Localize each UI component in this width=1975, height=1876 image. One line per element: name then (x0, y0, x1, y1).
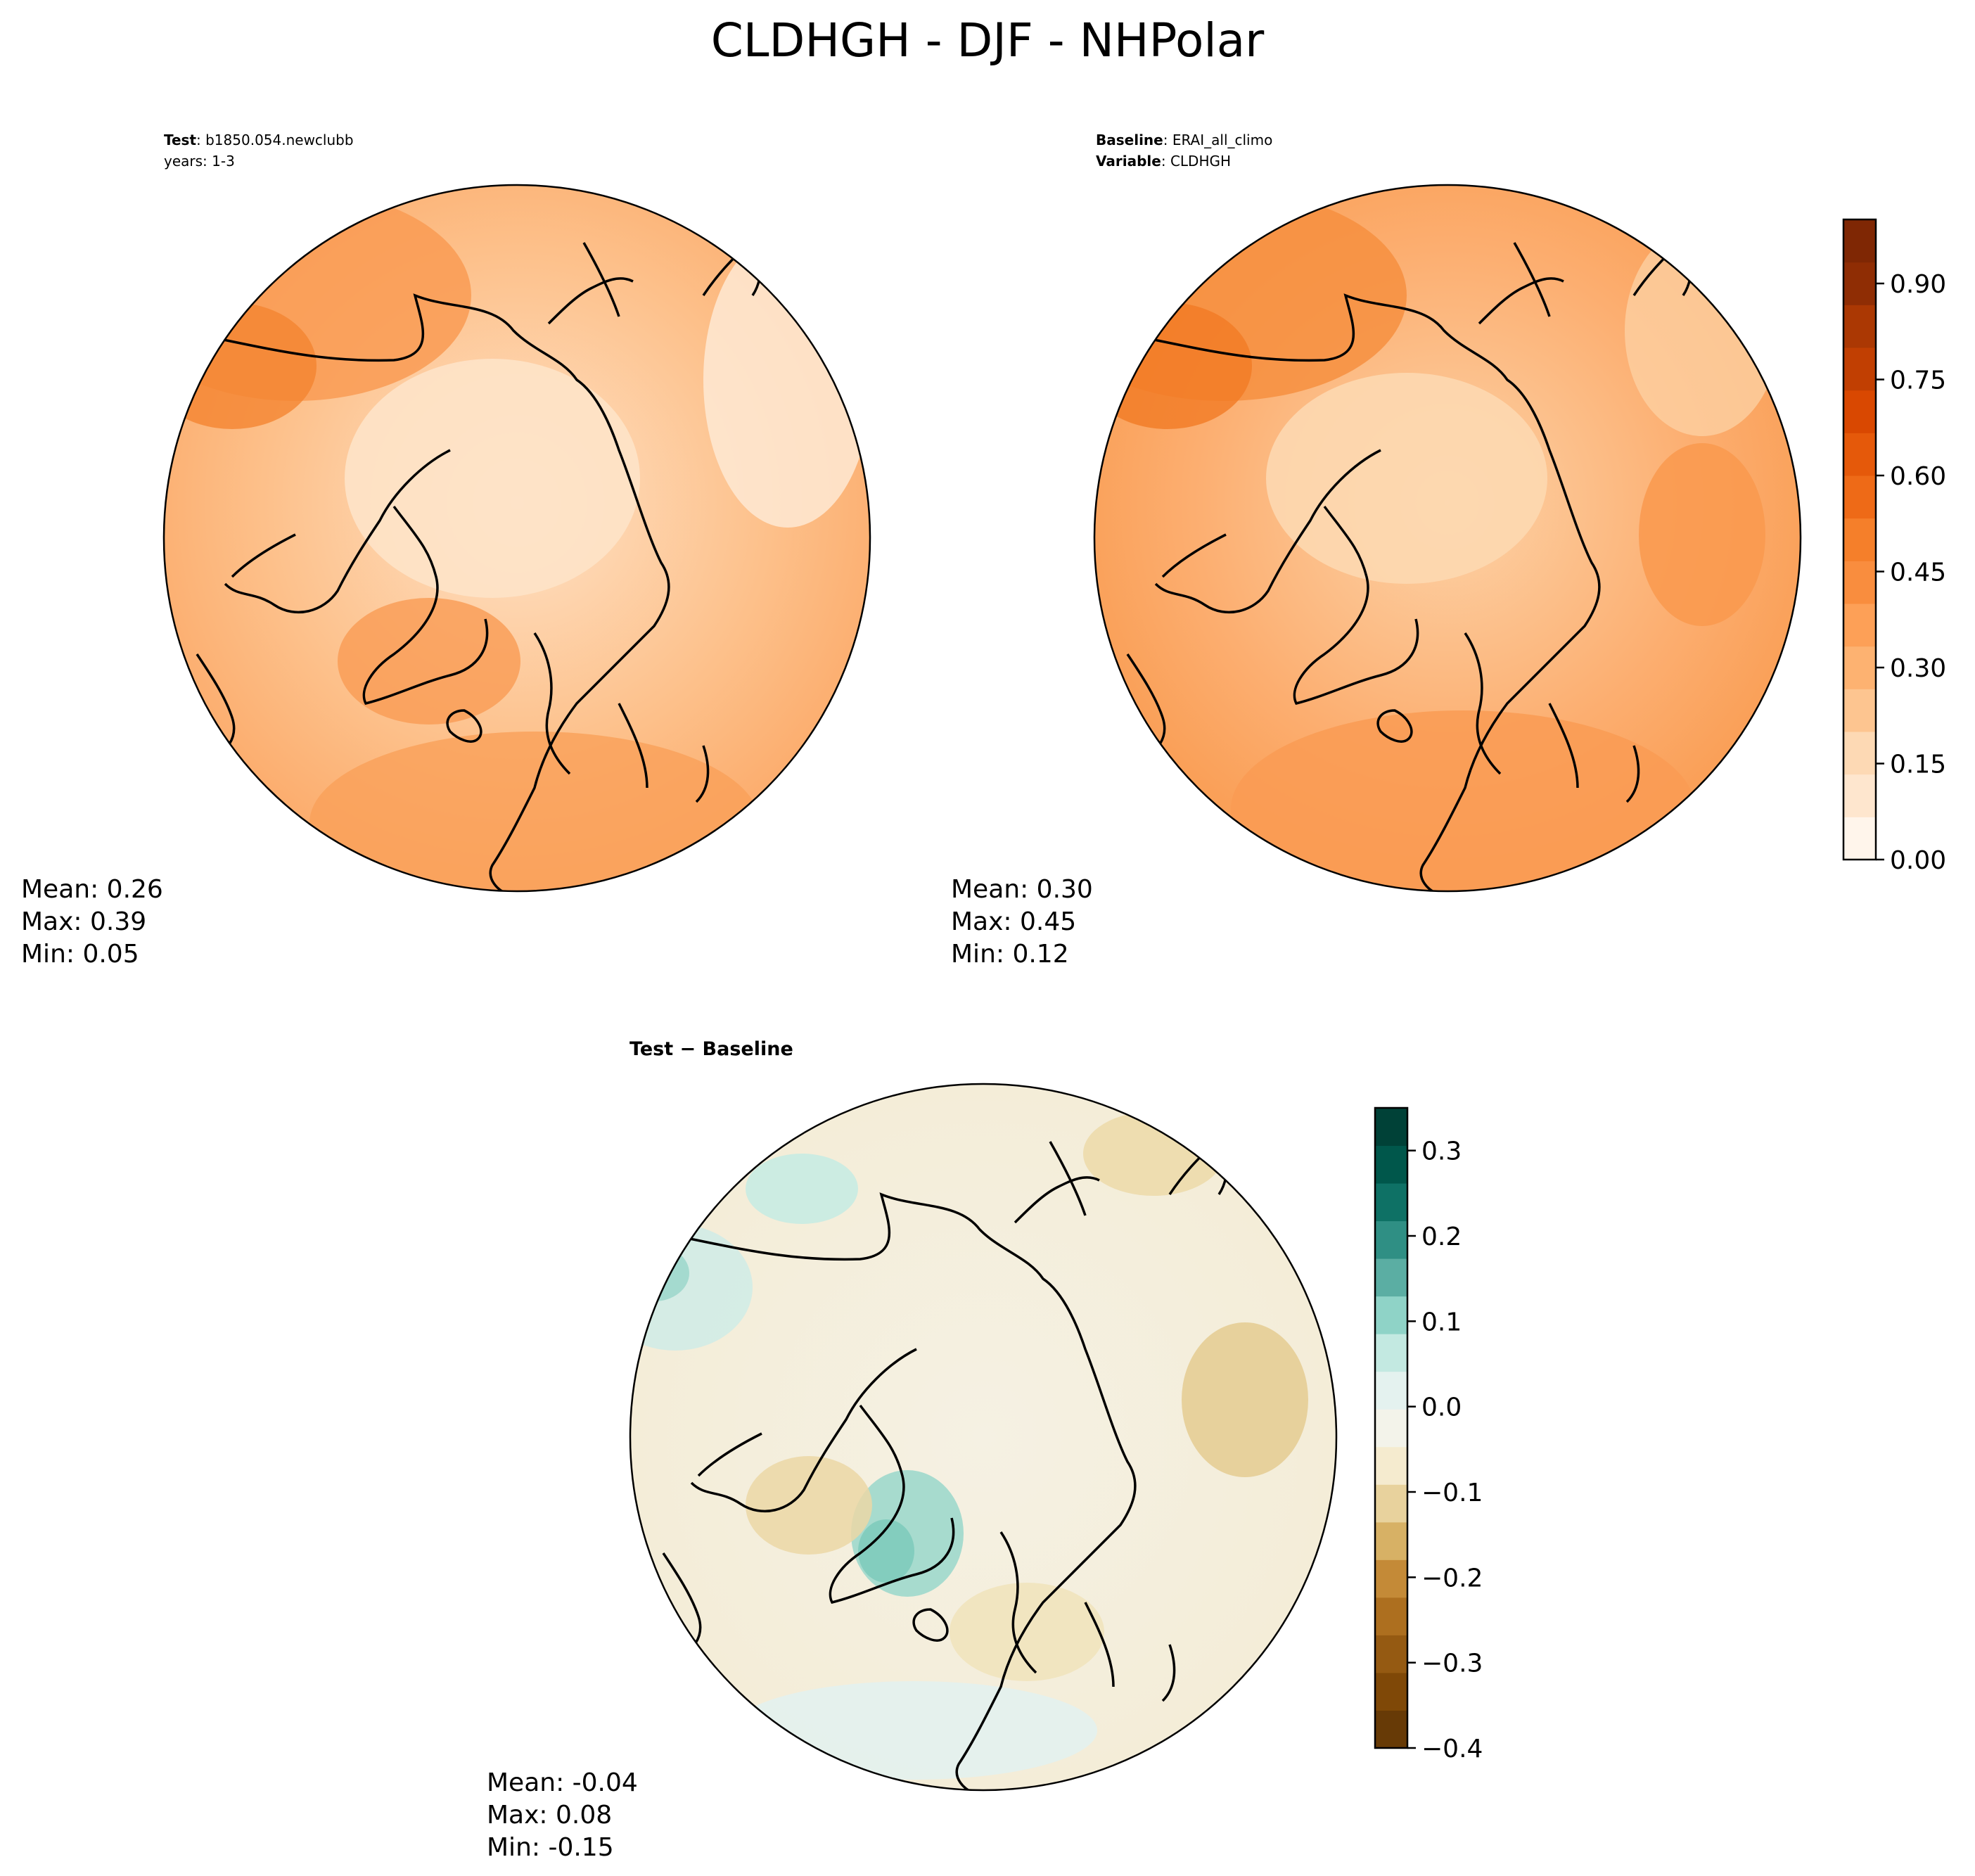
colorbar-diff-tick-label: 0.0 (1421, 1393, 1462, 1422)
panel-baseline-header-2: Variable: CLDHGH (1096, 153, 1231, 170)
colorbar-diff: −0.4 −0.3 −0.2 −0.1 0.0 0.1 0.2 0.3 (1374, 1106, 1483, 1763)
colorbar-diff-segment (1375, 1220, 1407, 1259)
panel-test-mean: Mean: 0.26 (21, 875, 163, 904)
map-diff-blob-northeast (1083, 1111, 1224, 1196)
panel-baseline-header-1: Baseline: ERAI_all_climo (1096, 132, 1272, 148)
colorbar-main-tick-label: 0.60 (1890, 462, 1946, 491)
colorbar-main-segment (1843, 774, 1876, 817)
map-test-blob-atlantic (309, 732, 760, 891)
panel-baseline-mean: Mean: 0.30 (951, 875, 1093, 904)
colorbar-diff-segment (1375, 1559, 1407, 1598)
panel-test-min: Min: 0.05 (21, 940, 139, 969)
map-test (164, 185, 870, 891)
colorbar-main-segment (1843, 262, 1876, 305)
colorbar-main-segment (1843, 476, 1876, 519)
colorbar-main-tick-label: 0.45 (1890, 559, 1946, 587)
colorbar-main-segment (1843, 732, 1876, 775)
colorbar-main-segment (1843, 518, 1876, 561)
colorbar-diff-segment (1375, 1371, 1407, 1410)
colorbar-diff-segment (1375, 1446, 1407, 1485)
map-test-blob-greenland (338, 598, 520, 725)
colorbar-main-segment (1843, 689, 1876, 732)
colorbar-diff-segment (1375, 1183, 1407, 1222)
colorbar-main-segment (1843, 817, 1876, 860)
map-baseline-coastlines (1126, 242, 1692, 891)
map-baseline-blob-northeast (1625, 225, 1779, 436)
colorbar-diff-segment (1375, 1258, 1407, 1297)
panel-test-max: Max: 0.39 (21, 907, 146, 936)
map-baseline-blob-atlantic (1231, 710, 1695, 891)
colorbar-main-segment (1843, 390, 1876, 433)
colorbar-main-segment (1843, 305, 1876, 348)
panel-diff-min: Min: -0.15 (487, 1833, 614, 1862)
colorbar-diff-segment (1375, 1672, 1407, 1711)
colorbar-diff-tick-label: −0.3 (1421, 1650, 1483, 1678)
map-baseline-blob-arctic (1266, 373, 1547, 584)
panel-baseline-min: Min: 0.12 (951, 940, 1069, 969)
colorbar-diff-segment (1375, 1635, 1407, 1673)
colorbar-main-tick-label: 0.15 (1890, 751, 1946, 779)
colorbar-diff-tick-label: −0.2 (1421, 1564, 1483, 1593)
colorbar-main-tick-label: 0.00 (1890, 846, 1946, 875)
colorbar-diff-tick-label: 0.3 (1421, 1137, 1462, 1166)
map-diff-coastlines (662, 1141, 1228, 1790)
colorbar-diff-tick-label: −0.4 (1421, 1735, 1483, 1763)
colorbar-main-segment (1843, 433, 1876, 476)
map-test-frame (162, 184, 871, 893)
colorbar-diff-segment (1375, 1296, 1407, 1334)
panel-test: Test: b1850.054.newclubb years: 1-3 (21, 132, 871, 969)
map-diff-blob-north (746, 1154, 858, 1224)
colorbar-main-segment (1843, 646, 1876, 689)
map-test-blob-pacific-core (164, 302, 317, 429)
colorbar-diff-segment (1375, 1145, 1407, 1184)
colorbar-diff-frame (1374, 1106, 1409, 1749)
colorbar-diff-tick-label: 0.1 (1421, 1308, 1462, 1336)
colorbar-diff-segment (1375, 1409, 1407, 1448)
panel-test-header-1: Test: b1850.054.newclubb (164, 132, 354, 148)
colorbar-diff-tick-label: 0.2 (1421, 1223, 1462, 1251)
colorbar-diff-segment (1375, 1108, 1407, 1147)
map-baseline-blob-east (1639, 443, 1765, 626)
map-diff-blob-canada (746, 1456, 872, 1555)
map-baseline-frame (1093, 184, 1802, 893)
map-diff-blob-greenland-core (858, 1519, 914, 1583)
map-test-blob-arctic (345, 359, 640, 598)
colorbar-main-frame (1842, 218, 1877, 861)
map-test-blob-east (703, 232, 870, 528)
colorbar-diff-segment (1375, 1484, 1407, 1523)
map-diff-blob-siberia (1182, 1322, 1308, 1477)
map-diff-frame (629, 1083, 1338, 1792)
panel-diff-max: Max: 0.08 (487, 1801, 612, 1830)
colorbar-diff-tick-label: −0.1 (1421, 1479, 1483, 1507)
colorbar-main-tick-label: 0.90 (1890, 270, 1946, 299)
panel-diff: Test − Baseline (487, 1038, 1338, 1862)
colorbar-main-segment (1843, 347, 1876, 391)
map-diff-blob-pacific-core (630, 1245, 689, 1301)
colorbar-diff-segment (1375, 1710, 1407, 1749)
colorbar-main-segment (1843, 561, 1876, 604)
colorbar-diff-segment (1375, 1334, 1407, 1372)
panel-baseline-max: Max: 0.45 (951, 907, 1076, 936)
panel-diff-mean: Mean: -0.04 (487, 1768, 638, 1797)
colorbar-main-segment (1843, 219, 1876, 263)
map-baseline (1094, 185, 1801, 891)
colorbar-main: 0.00 0.15 0.30 0.45 0.60 0.75 0.90 (1842, 218, 1946, 875)
colorbar-diff-segment (1375, 1597, 1407, 1635)
map-diff-blob-europe (950, 1583, 1104, 1681)
panel-test-header-2: years: 1-3 (164, 153, 235, 170)
colorbar-main-tick-label: 0.75 (1890, 366, 1946, 395)
figure-title: CLDHGH - DJF - NHPolar (711, 13, 1265, 68)
colorbar-diff-segment (1375, 1521, 1407, 1560)
colorbar-main-segment (1843, 604, 1876, 647)
colorbar-main-tick-label: 0.30 (1890, 654, 1946, 683)
panel-diff-title: Test − Baseline (629, 1038, 793, 1060)
map-diff (630, 1084, 1336, 1790)
panel-baseline: Baseline: ERAI_all_climo Variable: CLDHG… (951, 132, 1802, 969)
map-baseline-blob-pacific-core (1094, 302, 1252, 429)
